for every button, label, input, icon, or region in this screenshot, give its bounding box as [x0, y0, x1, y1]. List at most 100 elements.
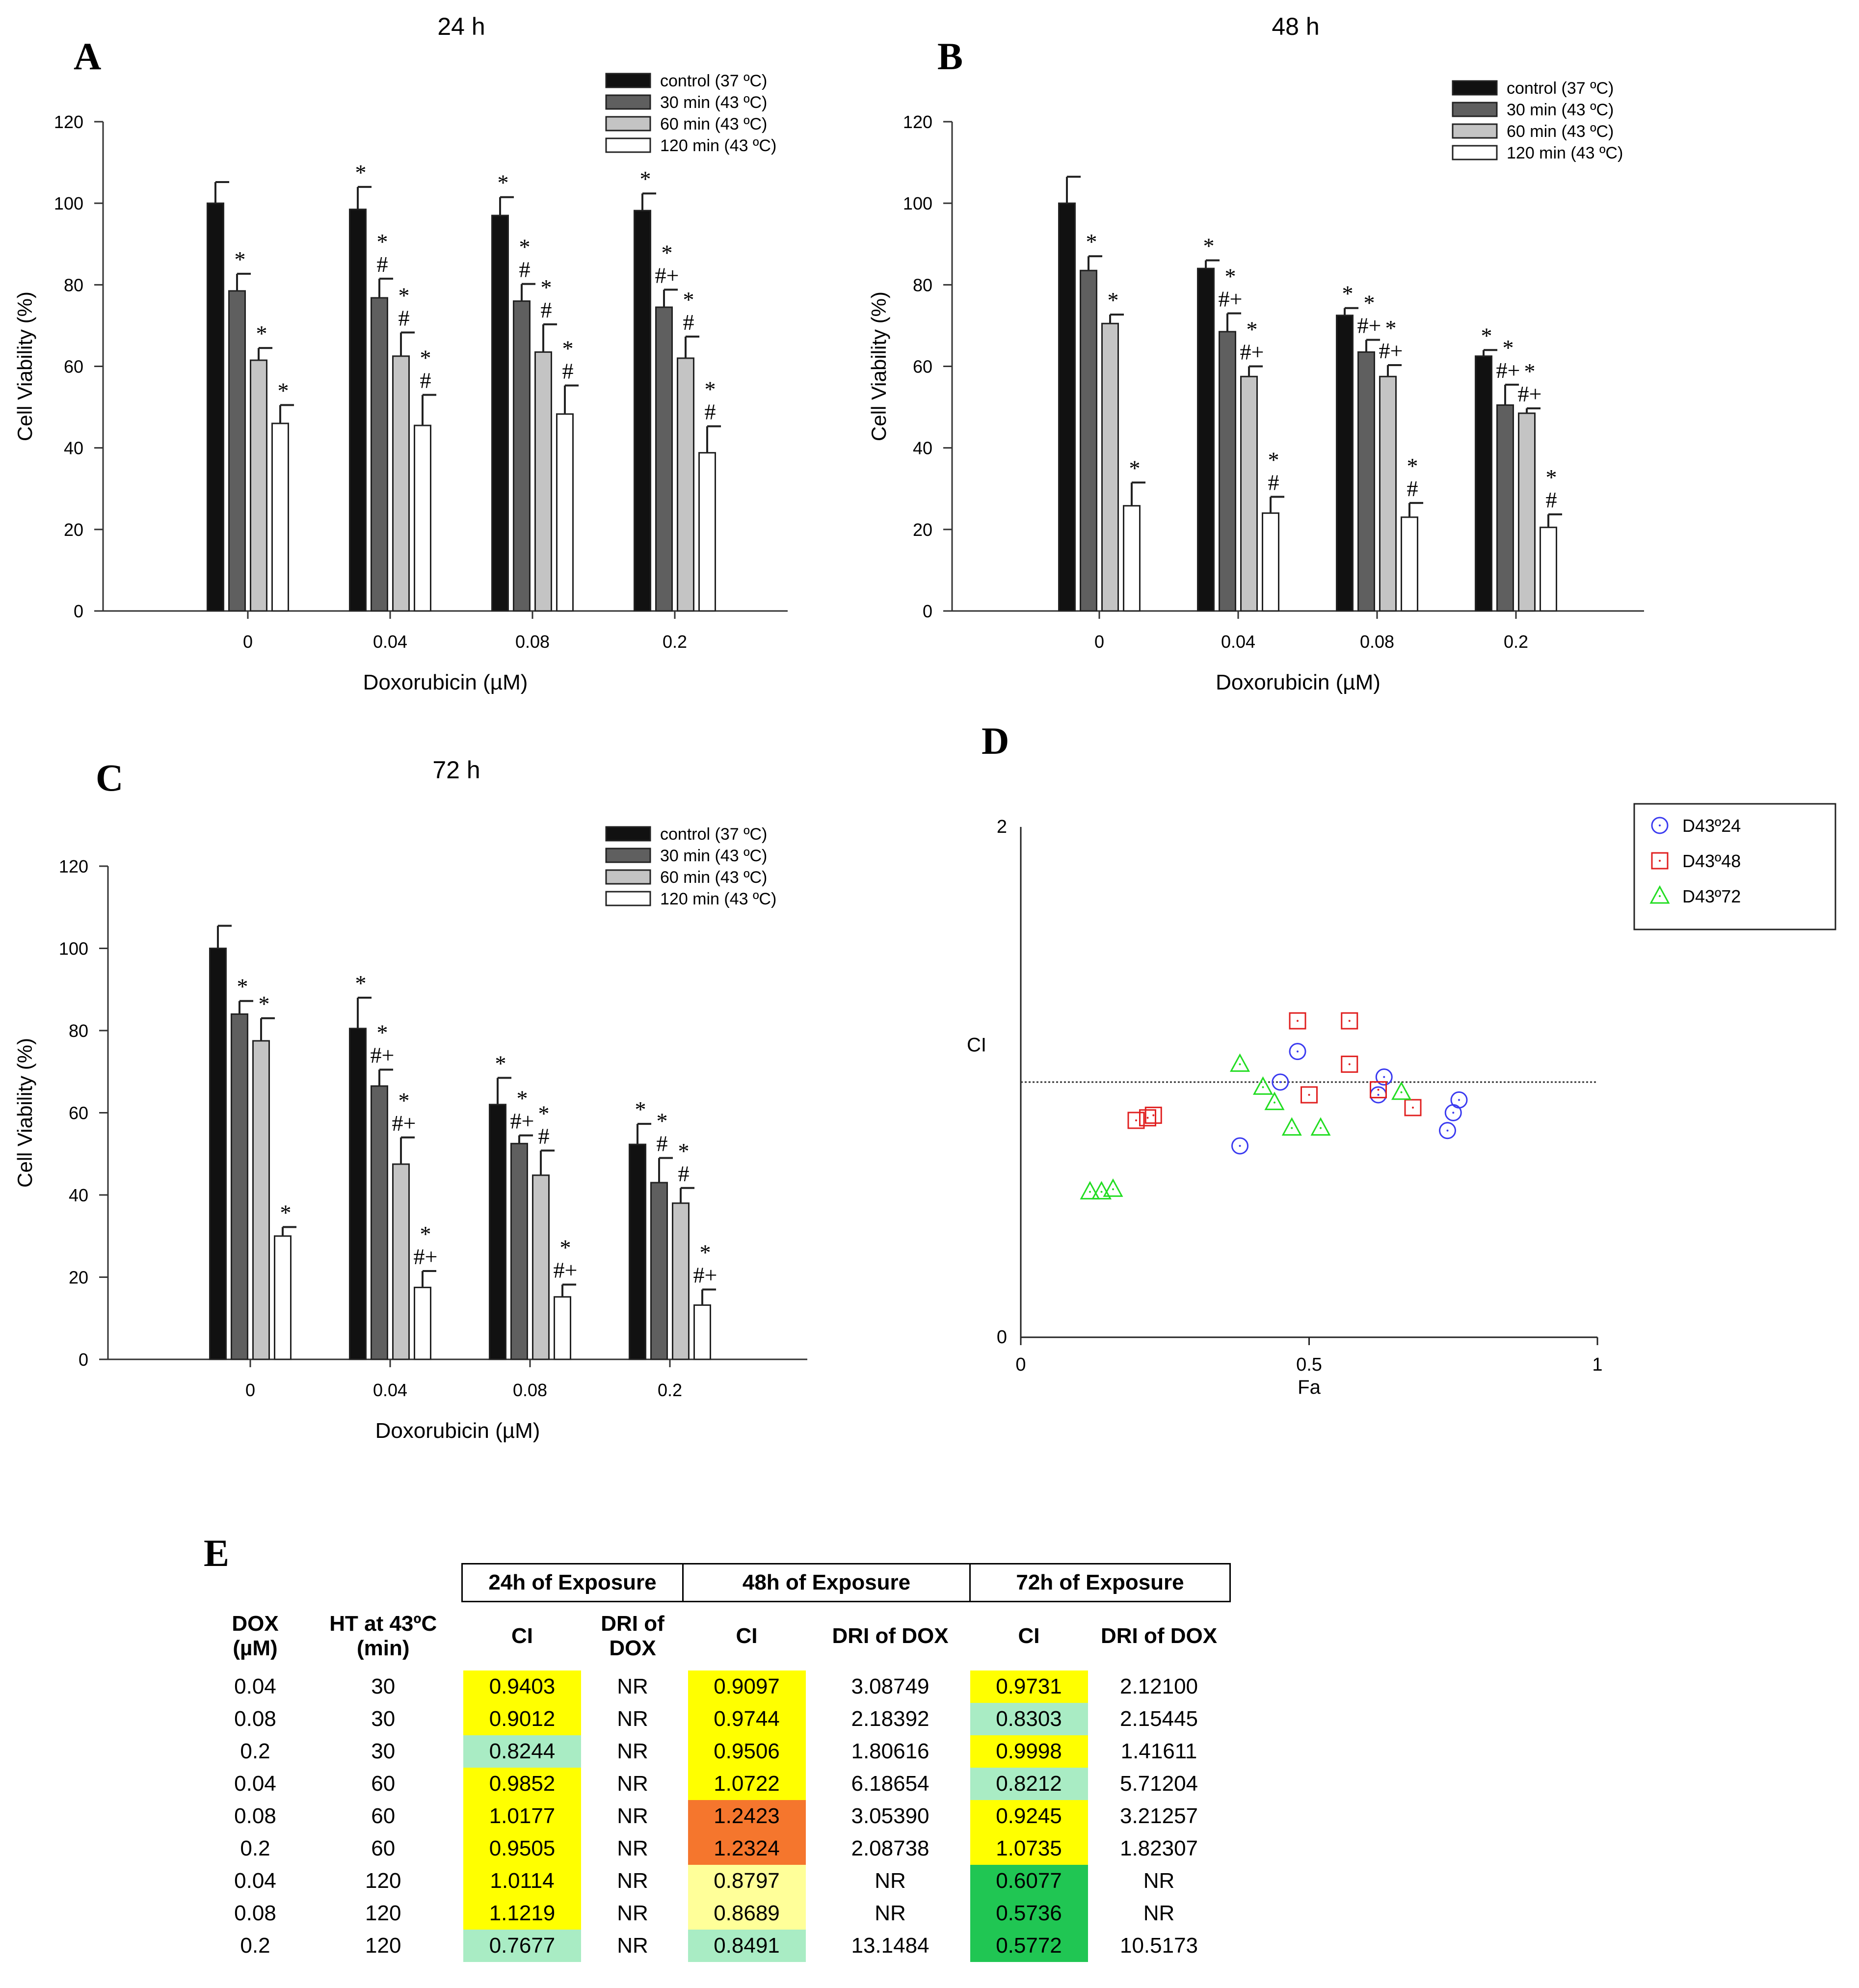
legend-marker-center [1659, 860, 1661, 862]
significance-mark: # [705, 399, 716, 424]
ci-value-highlight: 0.9505 [463, 1832, 581, 1865]
dri-72h-cell: 5.71204 [1119, 1771, 1198, 1796]
significance-mark: # [398, 306, 410, 331]
legend-label: 30 min (43 ºC) [660, 847, 767, 865]
significance-mark: * [1481, 323, 1492, 348]
ci-72h-cell: 1.0735 [970, 1832, 1088, 1865]
legend-swatch [605, 826, 651, 842]
significance-mark: # [683, 310, 694, 335]
significance-mark: # [1546, 487, 1557, 512]
table-row: 0.2 120 0.7677 NR 0.8491 13.1484 0.5772 10.5173 [206, 1929, 1230, 1962]
significance-mark: * [1247, 317, 1258, 342]
data-point-circle-center [1446, 1129, 1449, 1132]
bar [1123, 505, 1141, 612]
legend-label: 60 min (43 ºC) [660, 868, 767, 887]
significance-mark: * [420, 1221, 431, 1246]
significance-mark: #+ [1240, 340, 1264, 365]
ci-48h-cell: 0.8491 [683, 1929, 811, 1962]
bar [207, 202, 224, 612]
significance-mark: * [635, 1097, 646, 1122]
bar [1080, 269, 1097, 612]
bar [1240, 375, 1258, 612]
significance-mark: #+ [392, 1111, 416, 1136]
significance-mark: * [519, 235, 531, 260]
data-point-square [1341, 1056, 1358, 1073]
data-point-square-center [1135, 1119, 1137, 1121]
data-point-circle-center [1452, 1112, 1455, 1114]
significance-mark: * [640, 166, 651, 191]
x-tick-label: 0.08 [1360, 632, 1394, 652]
ci-24h-cell: 0.9505 [462, 1832, 583, 1865]
significance-mark: # [678, 1161, 690, 1186]
x-axis-label: Doxorubicin (µM) [1216, 670, 1381, 694]
panel-b: B 48 h 0 20 40 60 80 100 120 Cell Viability (%)… [864, 0, 1859, 716]
ci-value-highlight: 1.0114 [463, 1864, 581, 1897]
ci-value-highlight: 0.5772 [970, 1929, 1088, 1962]
bar [271, 423, 289, 612]
y-tick-label: 100 [54, 193, 83, 213]
data-point-circle-center [1383, 1076, 1385, 1078]
significance-mark: * [678, 1139, 690, 1164]
ci-72h-cell: 0.9245 [970, 1800, 1088, 1832]
legend-swatch [1452, 102, 1498, 117]
ci-72h-cell: 0.5736 [970, 1897, 1088, 1930]
dri-48h-cell: 1.80616 [851, 1739, 930, 1763]
data-point-circle [1289, 1043, 1306, 1060]
bar [209, 948, 227, 1360]
significance-mark: * [700, 1240, 711, 1265]
group-header-24h: 24h of Exposure [461, 1563, 684, 1602]
y-axis-label: Cell Viability (%) [13, 292, 36, 441]
significance-mark: * [398, 283, 410, 308]
bar [1101, 322, 1119, 612]
significance-mark: * [355, 971, 367, 996]
x-tick-label: 1 [1592, 1354, 1602, 1375]
bar [1401, 516, 1418, 612]
significance-mark: * [657, 1109, 668, 1134]
data-point-triangle-center [1112, 1188, 1114, 1191]
significance-mark: #+ [693, 1263, 717, 1288]
ci-48h-cell: 0.8797 [683, 1864, 811, 1897]
legend-label: D43º72 [1682, 886, 1741, 906]
dri-72h-cell: 1.82307 [1119, 1836, 1198, 1860]
panel-a: A 24 h 0 20 40 60 80 100 120 Cell Viability (%)… [0, 0, 864, 716]
bar [1496, 404, 1514, 612]
bar-chart-48h: 0 20 40 60 80 100 120 Cell Viability (%) Doxorub… [867, 79, 1644, 694]
bar [650, 1182, 668, 1360]
legend-label: control (37 ºC) [660, 72, 767, 90]
panel-c: C 72 h 0 20 40 60 80 100 120 Cell Viability (%)… [0, 746, 864, 1462]
significance-mark: #+ [655, 263, 679, 288]
bar [371, 297, 388, 612]
x-tick-label: 0.5 [1296, 1354, 1322, 1375]
bar [677, 357, 694, 612]
data-point-triangle [1391, 1081, 1412, 1100]
column-header: DRI of DOX [1100, 1624, 1218, 1648]
panel-label: A [74, 35, 102, 78]
data-point-square-center [1152, 1114, 1155, 1116]
ci-value-highlight: 0.9731 [970, 1670, 1088, 1703]
ci-value-highlight: 0.5736 [970, 1897, 1088, 1930]
significance-mark: # [377, 252, 388, 277]
ht-cell: 120 [365, 1933, 401, 1958]
bar-chart-24h: 0 20 40 60 80 100 120 Cell Viability (%) Doxorub… [13, 72, 788, 694]
bar [1357, 351, 1375, 612]
y-tick-label: 40 [69, 1185, 88, 1205]
significance-mark: * [235, 247, 246, 272]
bar [252, 1040, 270, 1360]
legend-label: 120 min (43 ºC) [1507, 144, 1623, 162]
legend-marker-center [1659, 824, 1661, 826]
dri-24h-cell: NR [617, 1803, 648, 1828]
data-point-circle [1439, 1122, 1456, 1140]
dri-24h-cell: NR [617, 1674, 648, 1698]
column-header: CI [736, 1624, 758, 1648]
bar [414, 424, 431, 612]
bar [228, 290, 246, 612]
x-axis-label: Doxorubicin (µM) [363, 670, 528, 694]
ht-cell: 60 [371, 1803, 396, 1828]
ci-value-highlight: 0.9245 [970, 1800, 1088, 1832]
dri-24h-cell: NR [617, 1706, 648, 1731]
legend-swatch [605, 73, 651, 88]
data-point-square [1404, 1099, 1422, 1116]
y-axis-label: Cell Viability (%) [867, 292, 890, 441]
significance-mark: * [420, 345, 431, 371]
y-tick-label: 120 [54, 112, 83, 132]
